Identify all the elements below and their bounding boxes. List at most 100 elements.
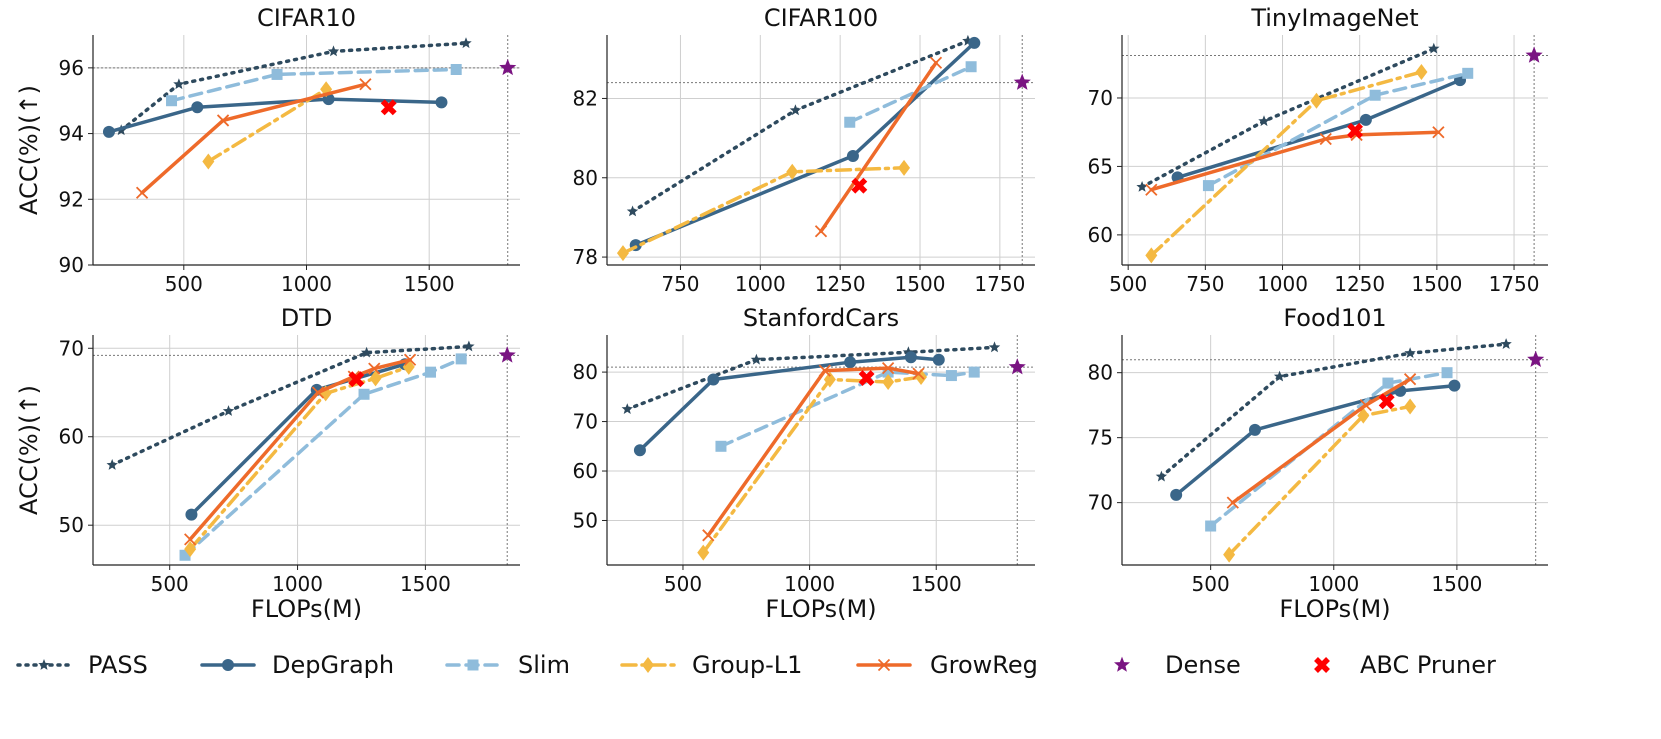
subplot-cifar10: 500 1000 1500 90 92 94 96 CIFAR10 ACC(%)(↑)	[15, 4, 520, 296]
y-tick-label: 70	[59, 336, 84, 360]
point-pass	[1428, 42, 1440, 54]
x-tick-label: 500	[664, 572, 702, 596]
x-axis-label: FLOPs(M)	[1279, 595, 1390, 623]
point-growreg	[1226, 496, 1239, 509]
point-depgraph	[932, 353, 945, 366]
point-depgraph	[1170, 488, 1183, 501]
point-pass	[360, 346, 373, 358]
legend-marker-pass	[38, 659, 50, 670]
legend-entry-slim: Slim	[445, 651, 570, 679]
point-growreg	[403, 353, 417, 366]
legend-label-abc: ABC Pruner	[1360, 651, 1496, 679]
point-growreg	[1359, 399, 1372, 412]
point-groupl1	[369, 370, 382, 387]
point-slim	[1205, 520, 1217, 532]
legend-entry-pass: PASS	[16, 651, 148, 679]
x-tick-label: 1500	[1431, 572, 1482, 596]
y-tick-label: 75	[1088, 426, 1113, 450]
point-groupl1	[1310, 92, 1323, 109]
point-slim	[1382, 377, 1394, 389]
legend-label-groupl1: Group-L1	[692, 651, 802, 679]
point-growreg	[1403, 373, 1417, 386]
y-tick-label: 94	[59, 122, 84, 146]
point-growreg	[311, 386, 325, 399]
x-tick-label: 750	[661, 272, 699, 296]
y-tick-label: 60	[59, 425, 84, 449]
subplot-tinyimagenet: 500 750 1000 1250 1500 1750 60 65 70 TinyImageNet	[1088, 4, 1548, 296]
point-pass	[222, 405, 235, 416]
subplot-food101: 500 1000 1500 70 75 80 Food101 FLOPs(M)	[1088, 304, 1548, 623]
x-tick-label: 1500	[1411, 272, 1462, 296]
point-depgraph	[1248, 423, 1261, 436]
series-line-depgraph	[633, 41, 977, 247]
y-tick-label: 65	[1088, 154, 1113, 178]
point-slim	[1202, 180, 1214, 192]
subplot-title: Food101	[1283, 304, 1386, 332]
legend-marker-dense	[1114, 656, 1130, 672]
x-tick-label: 1750	[1489, 272, 1540, 296]
series-line-growreg	[1149, 130, 1441, 192]
point-growreg	[135, 186, 149, 199]
legend-label-depgraph: DepGraph	[272, 651, 394, 679]
subplot-title: CIFAR100	[764, 4, 878, 32]
point-slim	[166, 95, 178, 107]
series-line-groupl1	[206, 87, 328, 164]
point-pass	[1500, 338, 1512, 349]
point-depgraph	[1448, 379, 1461, 392]
legend-entry-growreg: GrowReg	[856, 651, 1038, 679]
point-groupl1	[786, 163, 799, 180]
series-line-depgraph	[1174, 383, 1457, 497]
point-groupl1	[1404, 398, 1417, 415]
legend-marker-abc	[1314, 657, 1330, 673]
dense-marker	[1525, 46, 1543, 63]
point-depgraph	[633, 444, 646, 457]
series-line-slim	[183, 357, 463, 558]
point-growreg	[881, 362, 895, 375]
point-slim	[271, 68, 283, 80]
y-tick-label: 60	[573, 459, 598, 483]
y-tick-label: 80	[1088, 361, 1113, 385]
point-depgraph	[844, 356, 857, 369]
legend-entry-groupl1: Group-L1	[620, 651, 802, 679]
series-line-slim	[847, 64, 973, 124]
point-pass	[1258, 115, 1270, 127]
legend-entry-depgraph: DepGraph	[200, 651, 394, 679]
point-slim	[450, 64, 462, 75]
point-slim	[882, 366, 894, 378]
abc-pruner-marker	[348, 371, 365, 388]
point-growreg	[814, 225, 828, 238]
x-axis-label: FLOPs(M)	[251, 595, 362, 623]
y-tick-label: 80	[573, 166, 598, 190]
point-groupl1	[1223, 546, 1236, 563]
legend-marker-slim	[467, 659, 479, 671]
dense-marker	[1013, 73, 1031, 90]
x-tick-label: 1000	[1308, 572, 1359, 596]
point-growreg	[912, 367, 925, 380]
point-slim	[425, 366, 437, 378]
legend-entry-abc: ABC Pruner	[1314, 651, 1496, 679]
legend: PASS DepGraph Slim Group-L1 GrowReg Dense ABC …	[16, 651, 1496, 679]
point-slim	[945, 370, 957, 382]
point-growreg	[216, 114, 230, 127]
x-tick-label: 1500	[911, 572, 962, 596]
point-slim	[455, 353, 467, 365]
point-pass	[1155, 470, 1168, 482]
point-pass	[460, 37, 472, 49]
point-pass	[327, 45, 340, 57]
x-tick-label: 750	[1186, 272, 1224, 296]
subplot-stanfordcars: 500 1000 1500 50 60 70 80 StanfordCars FLOPs(M)	[573, 304, 1035, 623]
x-tick-label: 1000	[272, 572, 323, 596]
point-pass	[1136, 181, 1148, 192]
point-groupl1	[1145, 247, 1158, 264]
point-pass	[626, 205, 639, 217]
series-line-slim	[169, 67, 458, 103]
y-tick-label: 50	[59, 513, 84, 537]
legend-label-dense: Dense	[1165, 651, 1241, 679]
subplot-title: DTD	[281, 304, 333, 332]
y-tick-label: 90	[59, 253, 84, 277]
legend-marker-growreg	[877, 658, 891, 672]
dense-marker	[1527, 350, 1545, 367]
subplot-title: CIFAR10	[257, 4, 356, 32]
point-depgraph	[191, 101, 204, 114]
